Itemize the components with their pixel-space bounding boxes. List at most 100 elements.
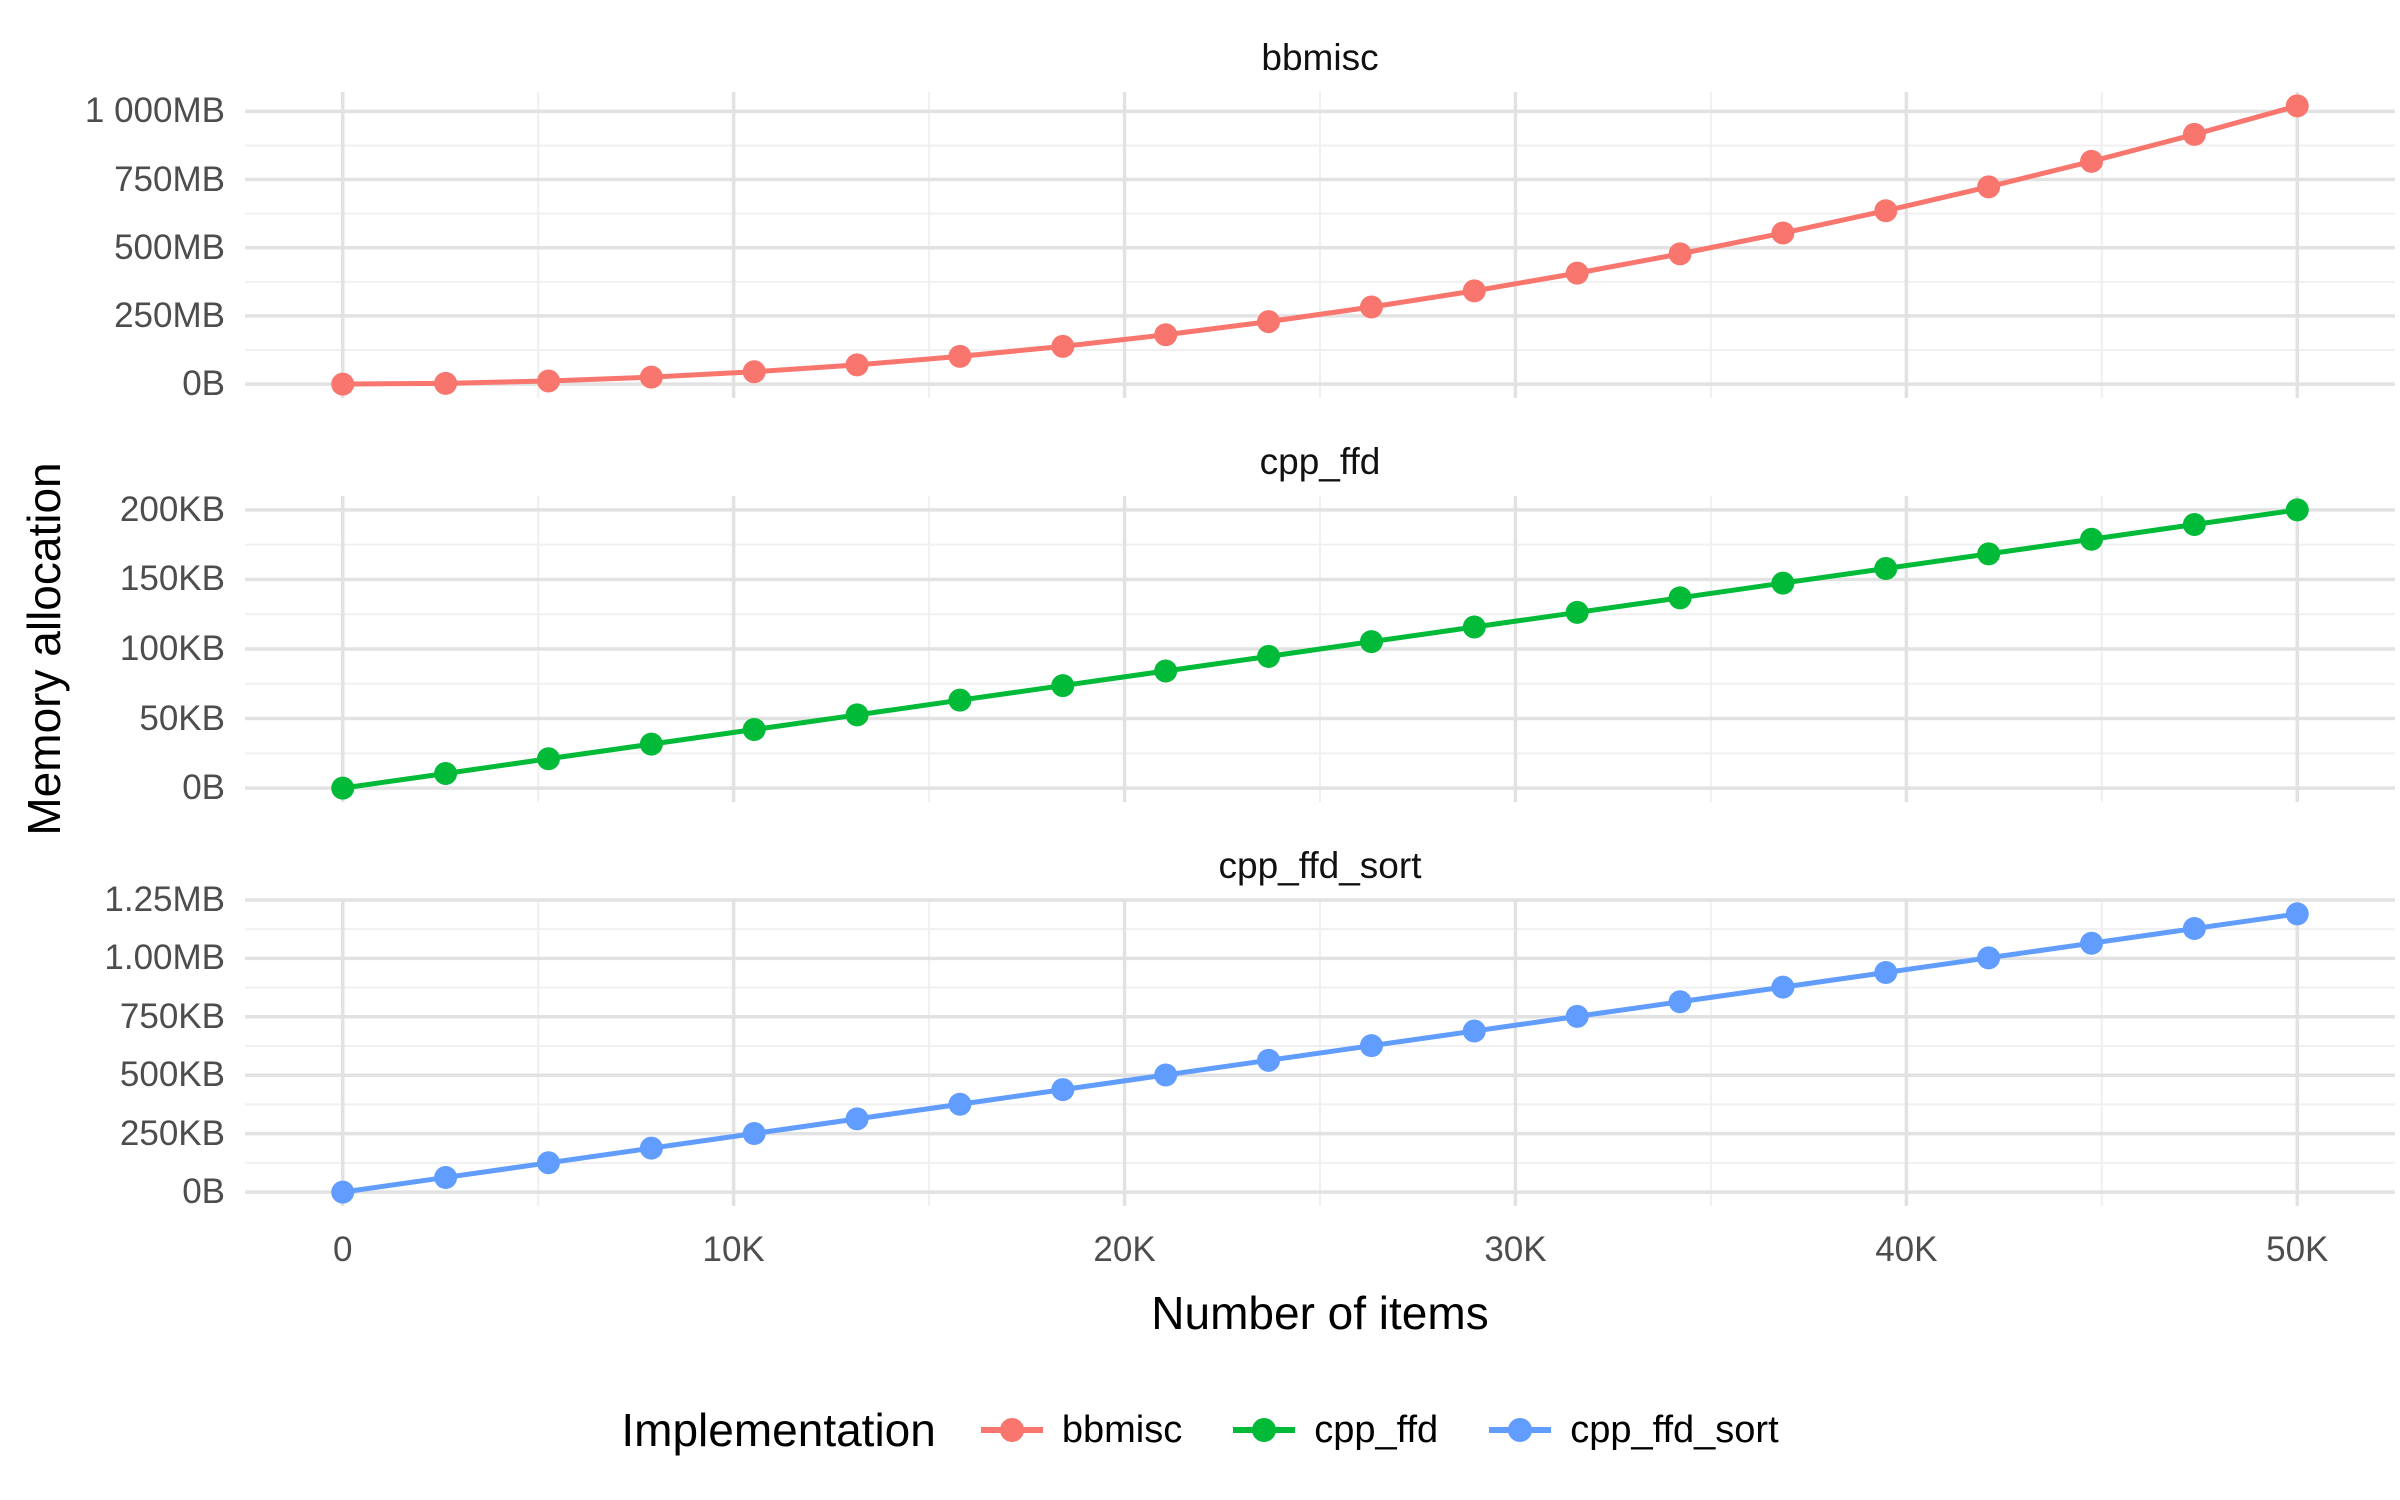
data-point-cpp_ffd_sort <box>2182 917 2206 941</box>
y-tick-label: 750MB <box>114 159 225 199</box>
data-point-cpp_ffd_sort <box>1977 946 2001 970</box>
data-point-bbmisc <box>1874 199 1898 223</box>
data-point-cpp_ffd_sort <box>1565 1004 1589 1028</box>
legend-key-point <box>1508 1418 1533 1442</box>
x-tick-label: 0 <box>332 1230 353 1269</box>
data-point-cpp_ffd <box>1977 542 2001 566</box>
data-point-cpp_ffd <box>742 718 766 742</box>
y-tick-label: 250MB <box>114 295 225 335</box>
data-point-cpp_ffd <box>948 688 972 712</box>
data-point-bbmisc <box>639 365 663 389</box>
data-point-cpp_ffd_sort <box>1154 1063 1178 1087</box>
y-axis-title: Memory allocation <box>18 462 70 836</box>
legend-entry-label: bbmisc <box>1061 1409 1183 1451</box>
data-point-bbmisc <box>1257 310 1281 334</box>
y-tick-label: 1.00MB <box>104 938 225 978</box>
y-tick-label: 50KB <box>139 698 225 738</box>
legend-key-icon <box>1489 1418 1552 1442</box>
data-point-cpp_ffd_sort <box>2080 931 2104 955</box>
data-point-cpp_ffd <box>1565 600 1589 624</box>
legend-entry-cpp_ffd_sort: cpp_ffd_sort <box>1486 1408 1779 1452</box>
y-tick-label: 500KB <box>119 1055 225 1095</box>
data-point-cpp_ffd_sort <box>331 1180 355 1204</box>
data-point-bbmisc <box>434 371 458 395</box>
x-tick-label: 30K <box>1484 1230 1547 1269</box>
data-point-cpp_ffd_sort <box>742 1122 766 1146</box>
data-point-cpp_ffd <box>434 761 458 785</box>
data-point-bbmisc <box>1977 175 2001 199</box>
y-tick-label: 0B <box>182 364 225 404</box>
x-tick-label: 20K <box>1093 1230 1156 1269</box>
x-axis-title: Number of items <box>1151 1287 1489 1339</box>
legend-key-point <box>1252 1418 1277 1442</box>
x-tick-label: 10K <box>702 1230 765 1269</box>
legend-key-point <box>999 1418 1024 1442</box>
x-tick-label: 40K <box>1875 1230 1938 1269</box>
data-point-bbmisc <box>2285 94 2309 118</box>
y-tick-label: 0B <box>182 1172 225 1212</box>
data-point-cpp_ffd <box>1359 630 1383 654</box>
data-point-bbmisc <box>1154 323 1178 347</box>
facet-title-bbmisc: bbmisc <box>1261 37 1379 78</box>
data-point-cpp_ffd_sort <box>845 1107 869 1131</box>
data-point-cpp_ffd_sort <box>1462 1019 1486 1043</box>
data-point-cpp_ffd_sort <box>1359 1034 1383 1058</box>
data-point-cpp_ffd_sort <box>1257 1048 1281 1072</box>
data-point-cpp_ffd <box>2285 498 2309 522</box>
data-point-cpp_ffd <box>2080 527 2104 551</box>
y-tick-label: 750KB <box>119 996 225 1036</box>
data-point-cpp_ffd_sort <box>639 1136 663 1160</box>
data-point-cpp_ffd_sort <box>434 1165 458 1189</box>
legend-entry-label: cpp_ffd <box>1314 1409 1439 1451</box>
data-point-cpp_ffd <box>2182 513 2206 537</box>
facet-title-cpp_ffd: cpp_ffd <box>1259 441 1381 482</box>
legend-entry-bbmisc: bbmisc <box>978 1408 1182 1452</box>
series-line-bbmisc <box>340 103 2300 387</box>
data-point-cpp_ffd <box>1462 615 1486 639</box>
data-point-cpp_ffd <box>639 732 663 756</box>
data-point-cpp_ffd <box>1051 674 1075 698</box>
data-point-cpp_ffd <box>536 747 560 771</box>
legend: Implementation bbmisc cpp_ffd cpp_ffd_sort <box>0 1398 2400 1462</box>
data-point-bbmisc <box>845 353 869 377</box>
y-tick-label: 100KB <box>119 629 225 668</box>
data-point-bbmisc <box>2080 149 2104 173</box>
data-point-cpp_ffd_sort <box>536 1151 560 1175</box>
data-point-cpp_ffd_sort <box>948 1092 972 1116</box>
y-tick-label: 1.25MB <box>104 880 225 919</box>
data-point-bbmisc <box>1771 221 1795 245</box>
data-point-bbmisc <box>2182 122 2206 146</box>
y-tick-label: 1 000MB <box>84 91 225 131</box>
y-tick-label: 500MB <box>114 227 225 267</box>
data-point-bbmisc <box>1359 295 1383 319</box>
data-point-bbmisc <box>742 360 766 384</box>
y-tick-label: 150KB <box>119 559 225 599</box>
data-point-cpp_ffd_sort <box>1874 960 1898 984</box>
y-tick-label: 0B <box>182 768 225 808</box>
data-point-cpp_ffd_sort <box>1051 1078 1075 1102</box>
data-point-cpp_ffd_sort <box>2285 902 2309 926</box>
data-point-cpp_ffd_sort <box>1668 990 1692 1014</box>
data-point-bbmisc <box>1462 279 1486 303</box>
data-point-cpp_ffd <box>845 703 869 727</box>
series-line-cpp_ffd <box>340 507 2300 791</box>
legend-key-icon <box>980 1418 1043 1442</box>
x-tick-label: 50K <box>2266 1230 2329 1269</box>
legend-entries: bbmisc cpp_ffd cpp_ffd_sort <box>978 1408 1779 1452</box>
legend-entry-label: cpp_ffd_sort <box>1570 1409 1779 1451</box>
data-point-bbmisc <box>1565 261 1589 285</box>
data-point-bbmisc <box>948 344 972 368</box>
series-line-cpp_ffd_sort <box>340 911 2300 1195</box>
data-point-cpp_ffd <box>1668 586 1692 610</box>
data-point-bbmisc <box>1051 334 1075 358</box>
legend-entry-cpp_ffd: cpp_ffd <box>1230 1408 1438 1452</box>
facet-title-cpp_ffd_sort: cpp_ffd_sort <box>1218 845 1422 886</box>
legend-key-icon <box>1233 1418 1296 1442</box>
data-point-cpp_ffd_sort <box>1771 975 1795 999</box>
data-point-bbmisc <box>536 369 560 393</box>
data-point-cpp_ffd <box>1771 571 1795 595</box>
y-tick-label: 200KB <box>119 489 225 529</box>
data-point-bbmisc <box>331 372 355 396</box>
data-point-cpp_ffd <box>1257 644 1281 668</box>
